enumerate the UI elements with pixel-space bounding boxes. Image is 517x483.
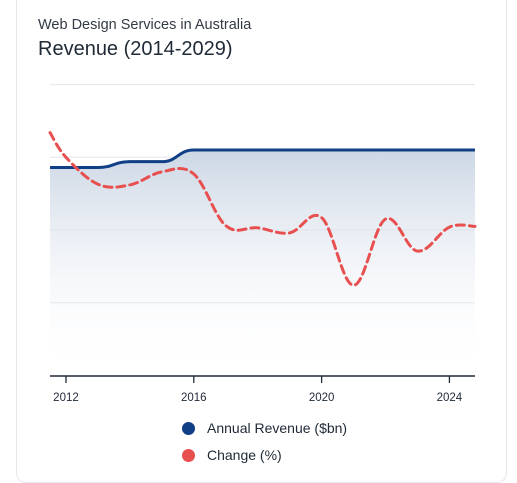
legend-label-change: Change (%): [207, 447, 282, 463]
legend-item-revenue[interactable]: Annual Revenue ($bn): [182, 416, 347, 440]
x-tick-label-2020: 2020: [309, 392, 335, 404]
legend-swatch-change: [182, 448, 195, 462]
change-line: [48, 131, 477, 287]
legend-item-change[interactable]: Change (%): [182, 443, 347, 467]
x-tick-label-2016: 2016: [181, 392, 207, 404]
chart-subtitle: Web Design Services in Australia: [38, 17, 252, 33]
revenue-area: [50, 150, 475, 376]
x-tick-label-2012: 2012: [53, 392, 79, 404]
revenue-line: [50, 148, 475, 169]
x-tick-label-2024: 2024: [437, 392, 463, 404]
legend-swatch-revenue: [182, 421, 195, 435]
legend-label-revenue: Annual Revenue ($bn): [207, 420, 348, 436]
chart-title: Revenue (2014-2029): [38, 38, 233, 60]
chart-legend: Annual Revenue ($bn) Change (%): [182, 416, 347, 470]
